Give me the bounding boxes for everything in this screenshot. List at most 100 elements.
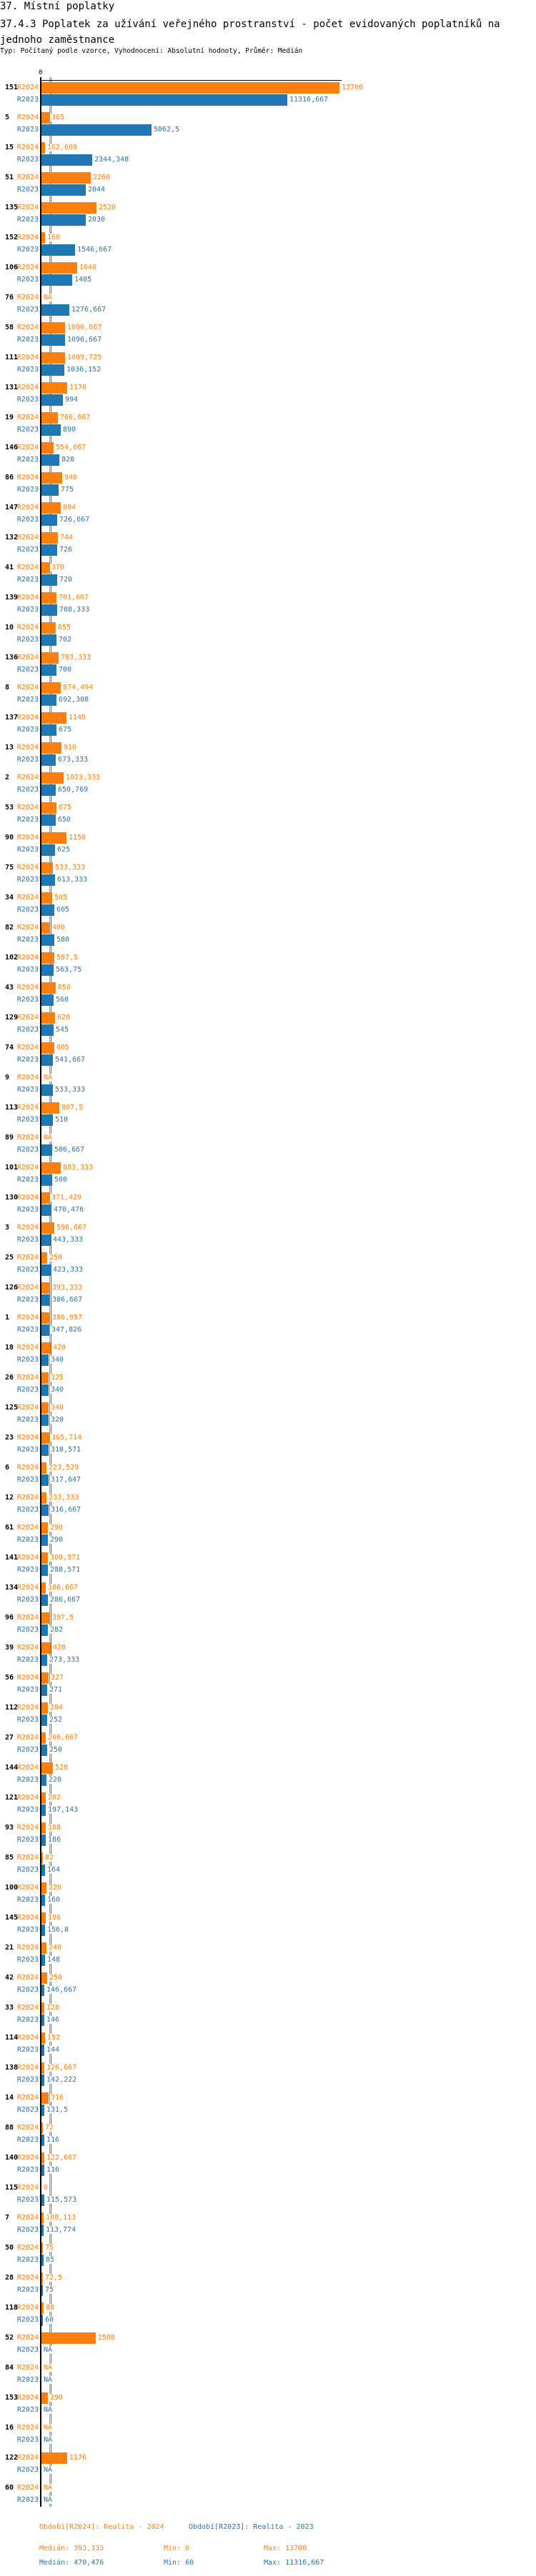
data-label: 131,5 [46,2106,69,2114]
series-label: R2024 [16,864,39,872]
bar-r2023 [41,1534,48,1546]
data-label: 1176 [69,2454,88,2462]
series-label: R2023 [16,1836,39,1844]
bar-r2024 [41,2452,67,2464]
series-label: R2023 [16,1086,39,1094]
bar-r2023 [41,2195,44,2206]
page-title: 37. Místní poplatky [0,1,115,12]
category-label: 129 [5,1014,19,1022]
bar-r2023 [41,1234,51,1246]
category-label: 13 [5,744,14,752]
data-label: 605 [56,906,71,914]
series-label: R2024 [16,1134,39,1142]
category-label: 102 [5,954,19,962]
data-label: 347,826 [51,1326,83,1334]
series-label: R2024 [16,444,39,451]
data-label: 386,957 [51,1314,84,1322]
data-label: 308,571 [49,1554,81,1562]
bar-r2024 [41,802,56,814]
bar-r2023 [41,694,56,706]
data-label: 807,5 [61,1104,84,1112]
data-label: 1023,333 [65,774,101,782]
data-label: 1140 [68,714,87,722]
series-label: R2024 [16,2364,39,2372]
series-label: R2023 [16,1236,39,1244]
bar-r2024 [41,1402,49,1414]
bar-r2024 [41,1702,48,1714]
category-label: 26 [5,1374,14,1382]
data-label: 327 [50,1674,65,1682]
series-label: R2023 [16,1926,39,1934]
bar-r2023 [41,664,56,676]
series-label: R2024 [16,144,39,151]
data-label: 650 [57,984,72,992]
data-label: 250 [49,1254,64,1262]
series-label: R2024 [16,2064,39,2072]
bar-r2023 [41,1144,52,1156]
data-label: 75 [44,2244,55,2252]
bar-r2024 [41,1972,47,1984]
data-label: 702 [58,636,73,644]
series-label: R2024 [16,1614,39,1622]
data-label: 11316,667 [289,96,329,104]
bar-r2024 [41,832,66,844]
category-label: 74 [5,1044,14,1052]
series-label: R2023 [16,2316,39,2324]
category-label: 9 [5,1074,10,1082]
category-label: 23 [5,1434,14,1442]
series-label: R2024 [16,714,39,722]
series-label: R2023 [16,2106,39,2114]
top-axis [40,80,342,81]
series-label: R2024 [16,324,39,331]
data-label: 60 [44,2316,55,2324]
data-label: 423,333 [52,1266,84,1274]
data-label: 126,667 [46,2064,78,2072]
bar-r2024 [41,2062,44,2074]
bar-r2023 [41,1354,49,1366]
series-label: R2023 [16,2136,39,2144]
category-label: 114 [5,2034,19,2042]
bar-r2023 [41,1474,49,1486]
series-label: R2023 [16,936,39,944]
category-label: 16 [5,2424,14,2432]
data-label: 1096,667 [66,324,103,331]
bar-r2024 [41,562,49,574]
bar-r2024 [41,592,56,604]
bar-r2023 [41,424,61,436]
series-label: R2023 [16,246,39,254]
series-label: R2024 [16,2424,39,2432]
bar-r2023 [41,784,56,796]
bar-r2023 [41,574,57,586]
category-label: 86 [5,474,14,481]
data-label: 252 [49,1716,64,1724]
data-label: 766,667 [59,414,91,421]
category-label: 121 [5,1794,19,1802]
bar-r2024 [41,202,96,214]
data-label: 443,333 [52,1236,84,1244]
bar-r2023 [41,634,56,646]
category-label: 5 [5,114,10,121]
category-label: 146 [5,444,19,451]
bar-r2024 [41,1462,46,1474]
bar-r2024 [41,232,45,244]
data-label: 250 [49,1746,64,1754]
data-label: 340 [50,1404,65,1412]
category-label: 152 [5,234,19,241]
data-label: 605 [56,1044,71,1052]
series-label: R2024 [16,1404,39,1412]
series-label: R2023 [16,846,39,854]
data-label: 506,667 [54,1146,86,1154]
series-label: R2024 [16,2244,39,2252]
series-label: R2024 [16,894,39,902]
data-label: 692,308 [58,696,90,704]
series-label: R2023 [16,2376,39,2384]
series-label: R2024 [16,504,39,511]
series-label: R2024 [16,84,39,91]
bar-r2024 [41,1672,49,1684]
bar-r2023 [41,1804,46,1816]
series-label: R2023 [16,516,39,524]
data-label: 1036,152 [66,366,102,374]
chart-meta: Typ: Počítaný podle vzorce, Vyhodnocení:… [0,47,303,55]
series-label: R2024 [16,534,39,541]
series-label: R2023 [16,486,39,494]
